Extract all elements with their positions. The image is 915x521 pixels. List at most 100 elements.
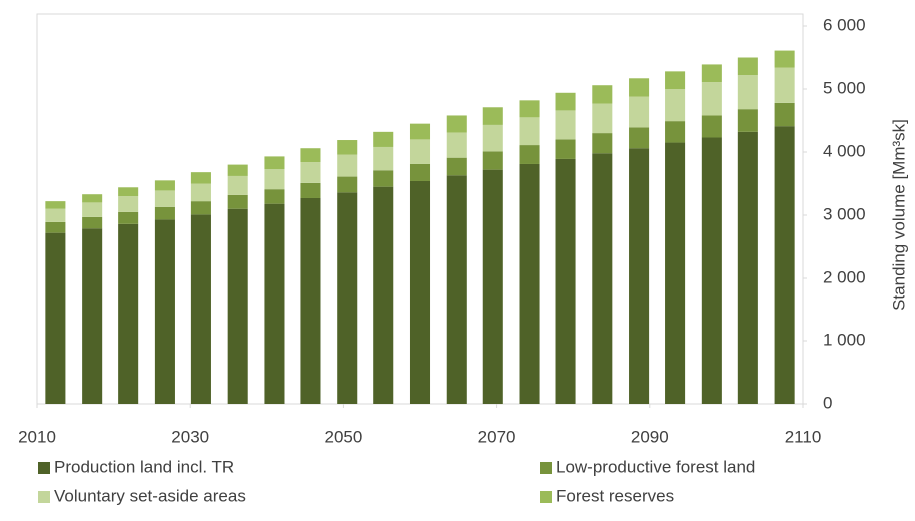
bar-segment: [482, 169, 503, 404]
bar-segment: [446, 175, 467, 404]
y-tick-label: 1 000: [823, 330, 866, 349]
x-tick-label: 2090: [631, 427, 669, 446]
bar-segment: [701, 115, 722, 138]
bar-segment: [519, 163, 540, 404]
legend-swatch: [38, 491, 50, 503]
bar-segment: [154, 190, 175, 207]
bar-segment: [300, 148, 321, 163]
legend-swatch: [38, 462, 50, 474]
y-tick-label: 3 000: [823, 204, 866, 223]
bar-segment: [82, 228, 103, 404]
bar-segment: [82, 216, 103, 229]
bar-segment: [154, 180, 175, 191]
bar-segment: [154, 219, 175, 404]
bar-segment: [737, 109, 758, 132]
bar-segment: [774, 50, 795, 68]
bar-segment: [118, 196, 139, 212]
bar-segment: [555, 110, 576, 140]
bar-segment: [665, 89, 686, 122]
bar-segment: [264, 156, 285, 170]
bar-segment: [737, 57, 758, 76]
bar-segment: [373, 170, 394, 187]
bar-segment: [82, 202, 103, 217]
bar-segment: [555, 158, 576, 404]
legend-label: Voluntary set-aside areas: [54, 486, 246, 505]
y-tick-label: 6 000: [823, 15, 866, 34]
bar-segment: [337, 154, 358, 177]
bar-segment: [45, 201, 66, 209]
bar-segment: [118, 211, 139, 224]
y-tick-label: 4 000: [823, 141, 866, 160]
x-tick-label: 2050: [324, 427, 362, 446]
y-axis-label: Standing volume [Mm³sk]: [889, 119, 908, 311]
bar-segment: [373, 186, 394, 404]
bar-segment: [446, 157, 467, 176]
bar-segment: [774, 126, 795, 405]
bar-segment: [190, 214, 211, 404]
bar-segment: [592, 153, 613, 404]
x-tick-label: 2070: [478, 427, 516, 446]
bar-segment: [409, 123, 431, 140]
bar-segment: [519, 145, 540, 164]
bar-segment: [701, 64, 722, 83]
legend-label: Forest reserves: [556, 486, 674, 505]
bar-segment: [737, 75, 758, 110]
bar-segment: [629, 96, 650, 128]
bar-segment: [264, 189, 285, 204]
bar-segment: [774, 102, 795, 127]
bar-segment: [446, 132, 467, 158]
bar-segment: [409, 163, 431, 181]
bar-segment: [45, 221, 66, 233]
bar-segment: [190, 201, 211, 215]
bar-segment: [629, 148, 650, 404]
bar-segment: [519, 117, 540, 146]
x-tick-label: 2010: [18, 427, 56, 446]
bar-segment: [701, 137, 722, 404]
bar-segment: [592, 133, 613, 154]
bar-segment: [592, 103, 613, 134]
bar-segment: [45, 208, 66, 222]
bar-segment: [665, 121, 686, 143]
bar-segment: [555, 139, 576, 159]
bar-segment: [118, 187, 139, 197]
bar-segment: [227, 164, 248, 176]
bar-segment: [555, 92, 576, 111]
bar-segment: [82, 194, 103, 203]
bar-segment: [337, 176, 358, 193]
y-tick-label: 0: [823, 393, 832, 412]
bar-segment: [482, 124, 503, 152]
bar-segment: [665, 71, 686, 89]
bar-segment: [227, 194, 248, 209]
bar-segment: [264, 203, 285, 404]
x-tick-label: 2030: [171, 427, 209, 446]
x-tick-label: 2110: [785, 427, 822, 446]
bar-segment: [409, 180, 431, 404]
bar-segment: [774, 67, 795, 103]
bar-segment: [482, 107, 503, 125]
bar-segment: [154, 206, 175, 220]
bar-segment: [264, 169, 285, 190]
bar-segment: [337, 192, 358, 404]
bar-segment: [227, 208, 248, 404]
bar-segment: [737, 131, 758, 404]
bar-segment: [373, 146, 394, 171]
bar-segment: [300, 162, 321, 183]
bar-segment: [701, 82, 722, 116]
bar-segment: [300, 182, 321, 198]
bar-segment: [190, 172, 211, 184]
bar-segment: [519, 100, 540, 118]
bar-segment: [337, 140, 358, 155]
bar-segment: [373, 131, 394, 147]
bar-segment: [118, 223, 139, 404]
y-tick-label: 2 000: [823, 267, 866, 286]
bar-segment: [665, 142, 686, 405]
bar-segment: [592, 85, 613, 104]
legend-label: Production land incl. TR: [54, 457, 234, 476]
legend-swatch: [540, 462, 552, 474]
bar-segment: [227, 175, 248, 195]
bar-segment: [482, 151, 503, 170]
bar-segment: [409, 139, 431, 164]
bar-segment: [300, 197, 321, 404]
